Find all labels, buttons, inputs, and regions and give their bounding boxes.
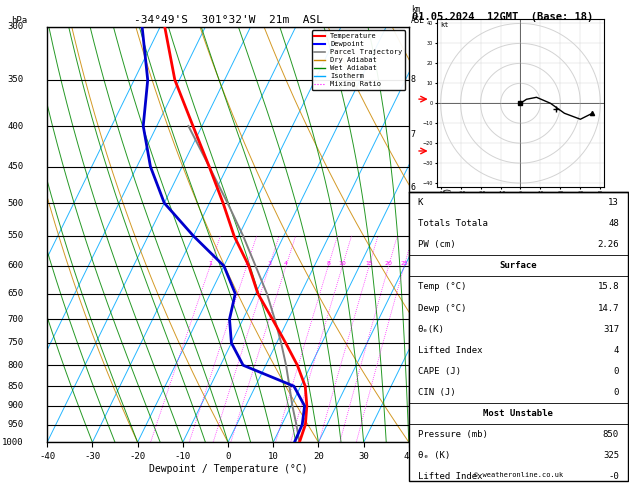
Text: 5: 5 — [411, 230, 416, 239]
Text: km
ASL: km ASL — [411, 5, 425, 25]
Text: 2: 2 — [245, 261, 248, 266]
Text: kt: kt — [441, 22, 449, 28]
Title: -34°49'S  301°32'W  21m  ASL: -34°49'S 301°32'W 21m ASL — [133, 15, 323, 25]
Text: LCL: LCL — [411, 438, 425, 447]
Text: 600: 600 — [8, 261, 24, 270]
Text: 8: 8 — [411, 75, 416, 85]
Text: 450: 450 — [8, 162, 24, 171]
X-axis label: Dewpoint / Temperature (°C): Dewpoint / Temperature (°C) — [148, 464, 308, 474]
Text: 6: 6 — [411, 183, 416, 192]
Text: θₑ(K): θₑ(K) — [418, 325, 445, 334]
Text: PW (cm): PW (cm) — [418, 240, 455, 249]
Text: 850: 850 — [603, 430, 619, 439]
Text: Lifted Index: Lifted Index — [418, 346, 482, 355]
Text: 325: 325 — [603, 451, 619, 460]
Text: 800: 800 — [8, 361, 24, 370]
Text: 20: 20 — [385, 261, 392, 266]
Text: -0: -0 — [608, 472, 619, 482]
Text: 950: 950 — [8, 420, 24, 429]
Text: 48: 48 — [608, 219, 619, 228]
Text: 1: 1 — [411, 400, 416, 410]
Text: 0: 0 — [614, 388, 619, 397]
Text: 300: 300 — [8, 22, 24, 31]
Text: 750: 750 — [8, 338, 24, 347]
Text: 2: 2 — [411, 361, 416, 370]
Text: 400: 400 — [8, 122, 24, 131]
Text: 0: 0 — [614, 367, 619, 376]
Text: © weatheronline.co.uk: © weatheronline.co.uk — [474, 472, 563, 478]
Text: 550: 550 — [8, 231, 24, 241]
Text: 350: 350 — [8, 75, 24, 85]
Text: 2.26: 2.26 — [598, 240, 619, 249]
Text: 10: 10 — [338, 261, 347, 266]
Text: 500: 500 — [8, 199, 24, 208]
Text: 1: 1 — [208, 261, 212, 266]
Text: 7: 7 — [411, 130, 416, 139]
Text: 650: 650 — [8, 289, 24, 298]
Text: 01.05.2024  12GMT  (Base: 18): 01.05.2024 12GMT (Base: 18) — [412, 12, 593, 22]
Text: Pressure (mb): Pressure (mb) — [418, 430, 487, 439]
Text: K: K — [418, 198, 423, 207]
Text: 900: 900 — [8, 401, 24, 410]
Text: 700: 700 — [8, 314, 24, 324]
Text: 4: 4 — [411, 279, 416, 288]
Text: Most Unstable: Most Unstable — [483, 409, 554, 418]
Text: 3: 3 — [267, 261, 271, 266]
Text: 14.7: 14.7 — [598, 304, 619, 312]
Text: Lifted Index: Lifted Index — [418, 472, 482, 482]
Text: Dewp (°C): Dewp (°C) — [418, 304, 466, 312]
Text: CIN (J): CIN (J) — [418, 388, 455, 397]
Text: θₑ (K): θₑ (K) — [418, 451, 450, 460]
Text: 317: 317 — [603, 325, 619, 334]
Text: Temp (°C): Temp (°C) — [418, 282, 466, 292]
Text: 8: 8 — [326, 261, 330, 266]
Text: Mixing Ratio (g/kg): Mixing Ratio (g/kg) — [444, 187, 453, 282]
Text: 850: 850 — [8, 382, 24, 391]
Text: 15.8: 15.8 — [598, 282, 619, 292]
Text: Totals Totala: Totals Totala — [418, 219, 487, 228]
Text: 15: 15 — [365, 261, 373, 266]
Legend: Temperature, Dewpoint, Parcel Trajectory, Dry Adiabat, Wet Adiabat, Isotherm, Mi: Temperature, Dewpoint, Parcel Trajectory… — [311, 30, 405, 90]
Text: 13: 13 — [608, 198, 619, 207]
Text: 25: 25 — [400, 261, 408, 266]
Text: 4: 4 — [284, 261, 288, 266]
Text: 3: 3 — [411, 322, 416, 331]
Text: 4: 4 — [614, 346, 619, 355]
Text: 1000: 1000 — [2, 438, 24, 447]
Text: CAPE (J): CAPE (J) — [418, 367, 460, 376]
Text: Surface: Surface — [499, 261, 537, 270]
Text: hPa: hPa — [11, 16, 27, 25]
